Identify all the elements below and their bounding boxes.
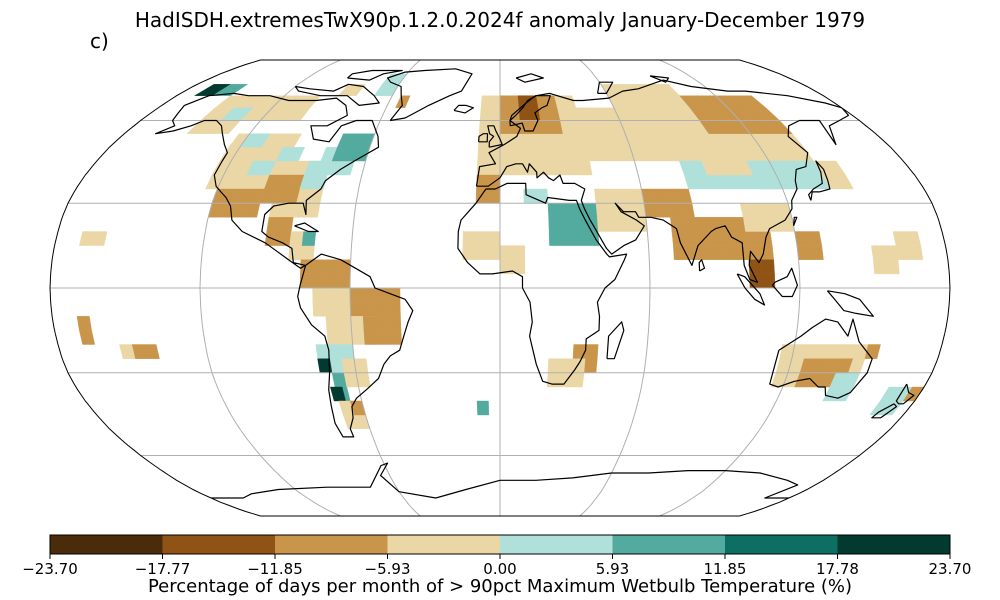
grid-cell <box>806 231 823 246</box>
grid-cell <box>143 344 160 359</box>
colorbar-label: Percentage of days per month of > 90pct … <box>147 576 853 597</box>
longitude-line <box>349 60 421 516</box>
coastline <box>297 253 414 438</box>
grid-cell <box>824 160 846 176</box>
coastline <box>294 222 319 233</box>
coastline <box>457 182 628 385</box>
coastline <box>387 68 473 122</box>
grid-cell <box>395 95 411 108</box>
grid-cell <box>904 231 922 246</box>
coastline <box>509 95 551 132</box>
colorbar-swatch <box>612 535 726 554</box>
grid-cell <box>220 84 249 96</box>
coastline <box>771 267 798 298</box>
colorbar-tick-label: −17.77 <box>135 560 191 578</box>
coastlines <box>155 68 915 499</box>
grid-cell <box>659 84 681 96</box>
graticule <box>50 60 950 516</box>
coastline <box>597 81 614 94</box>
map-boundary <box>49 59 951 517</box>
panel-label: c) <box>90 29 109 53</box>
grid-cell <box>278 217 294 232</box>
colorbar-swatch <box>162 535 276 554</box>
grid-cell <box>250 133 271 148</box>
grid-cell <box>286 147 306 162</box>
colorbar-swatch <box>387 535 501 554</box>
grid-cell <box>119 344 136 359</box>
grid-cell <box>761 259 775 275</box>
grid-cell <box>476 400 490 416</box>
colorbar-swatch <box>500 535 613 554</box>
coastline <box>294 83 380 106</box>
colorbar-swatch <box>837 535 951 554</box>
coastline <box>453 104 474 114</box>
coastline <box>793 216 798 227</box>
coastline <box>871 403 898 419</box>
grid-cell <box>512 245 526 260</box>
colorbar-tick-label: −23.70 <box>22 560 78 578</box>
coastline <box>606 321 625 360</box>
grid-cell <box>544 95 558 108</box>
colorbar-tick-label: 0.00 <box>483 560 516 578</box>
coastline <box>808 160 831 201</box>
colorbar-swatch <box>725 535 838 554</box>
coastline <box>211 462 799 499</box>
colorbar-tick-label: −11.85 <box>247 560 303 578</box>
coastline <box>698 259 706 272</box>
colorbar-tick-label: 23.70 <box>929 560 972 578</box>
colorbar-swatch <box>275 535 388 554</box>
coastline <box>895 383 915 405</box>
coastline <box>736 273 766 306</box>
colorbar-swatch <box>50 535 163 554</box>
coastline <box>475 79 850 283</box>
coastline <box>649 75 670 83</box>
grid-cell <box>727 147 747 162</box>
colorbar-tick-label: −5.93 <box>365 560 411 578</box>
grid-cell <box>91 231 108 246</box>
coastline <box>155 92 380 269</box>
coastline <box>826 290 874 317</box>
coastline <box>515 73 544 83</box>
grid-cell <box>76 316 92 331</box>
grid-cell <box>387 316 402 331</box>
coastline <box>487 125 503 148</box>
colorbar-tick-label: 17.78 <box>816 560 859 578</box>
longitude-line <box>199 60 341 516</box>
grid-cell <box>741 95 767 108</box>
coastline <box>347 69 403 81</box>
map-title: HadISDH.extremesTwX90p.1.2.0.2024f anoma… <box>134 8 866 32</box>
coastline <box>769 318 873 399</box>
longitude-line <box>659 60 801 516</box>
colorbar-tick-label: 5.93 <box>596 560 629 578</box>
longitude-line <box>579 60 651 516</box>
grid-cell <box>346 84 366 96</box>
colorbar-tick-label: 11.85 <box>704 560 747 578</box>
coastline <box>478 133 489 143</box>
